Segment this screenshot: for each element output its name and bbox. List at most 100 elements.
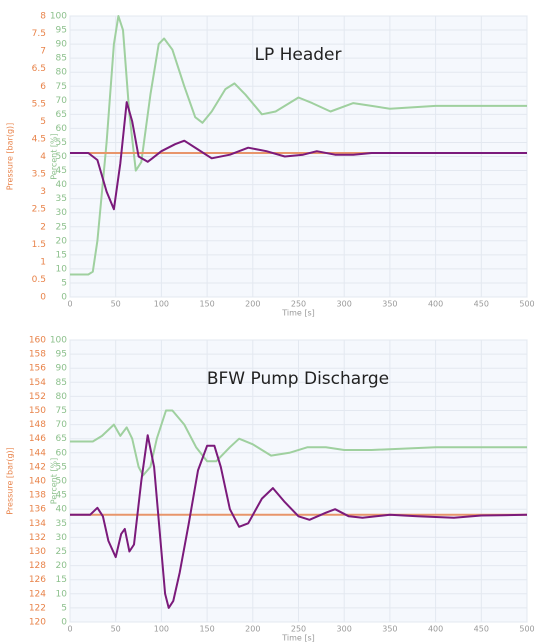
y2-tick-label: 35 — [56, 519, 67, 529]
y-tick-label: 7 — [40, 47, 46, 57]
y-tick-label: 132 — [29, 533, 46, 543]
y2-tick-label: 40 — [56, 180, 68, 190]
y2-tick-label: 70 — [56, 420, 68, 430]
y2-tick-label: 45 — [56, 166, 67, 176]
x-tick-label: 200 — [245, 300, 260, 309]
y-tick-label: 0.5 — [32, 275, 46, 285]
y2-axis-label: Percent [%] — [50, 133, 59, 180]
y-tick-label: 7.5 — [32, 29, 46, 39]
y-tick-label: 5.5 — [32, 99, 46, 109]
chart-title: BFW Pump Discharge — [207, 369, 389, 389]
x-axis-label: Time [s] — [281, 634, 315, 642]
x-tick-label: 400 — [428, 300, 443, 309]
y-tick-label: 138 — [29, 491, 46, 501]
y-axis-label: Pressure [bar(g)] — [6, 123, 15, 191]
y-tick-label: 134 — [29, 519, 46, 529]
x-tick-label: 200 — [245, 625, 260, 634]
x-tick-label: 400 — [428, 625, 443, 634]
y-tick-label: 4 — [40, 152, 46, 162]
y2-tick-label: 90 — [56, 40, 68, 50]
y2-tick-label: 60 — [56, 448, 68, 458]
y2-tick-label: 5 — [61, 278, 67, 288]
y2-tick-label: 75 — [56, 406, 67, 416]
y2-tick-label: 40 — [56, 505, 68, 515]
y-tick-label: 1.5 — [32, 240, 46, 250]
x-tick-label: 350 — [382, 625, 397, 634]
y2-tick-label: 45 — [56, 491, 67, 501]
y-tick-label: 152 — [29, 392, 46, 402]
y-tick-label: 2 — [40, 222, 46, 232]
y2-tick-label: 75 — [56, 82, 67, 92]
chart-title: LP Header — [254, 45, 341, 65]
x-tick-label: 250 — [291, 625, 306, 634]
series-line — [70, 15, 527, 276]
x-tick-label: 100 — [154, 300, 169, 309]
y-tick-label: 3 — [40, 187, 46, 197]
y-tick-label: 146 — [29, 434, 46, 444]
y2-tick-label: 95 — [56, 350, 67, 360]
y-tick-label: 148 — [29, 420, 46, 430]
y2-tick-label: 10 — [56, 589, 68, 599]
y2-tick-label: 15 — [56, 250, 67, 260]
x-tick-label: 300 — [337, 625, 352, 634]
x-tick-label: 250 — [291, 300, 306, 309]
y-tick-label: 126 — [29, 575, 46, 585]
x-tick-label: 50 — [111, 625, 121, 634]
y2-tick-label: 30 — [56, 208, 68, 218]
y-tick-label: 124 — [29, 589, 46, 599]
y2-tick-label: 5 — [61, 603, 67, 613]
y-axis-label: Pressure [bar(g)] — [6, 447, 15, 515]
y2-tick-label: 15 — [56, 575, 67, 585]
y2-tick-label: 85 — [56, 378, 67, 388]
y2-tick-label: 80 — [56, 392, 68, 402]
x-tick-label: 300 — [337, 300, 352, 309]
y2-tick-label: 100 — [50, 12, 67, 22]
y2-tick-label: 10 — [56, 264, 68, 274]
y2-tick-label: 85 — [56, 54, 67, 64]
series-line — [70, 434, 528, 609]
x-tick-label: 150 — [199, 625, 214, 634]
y-tick-label: 8 — [40, 12, 46, 22]
y2-tick-label: 0 — [61, 293, 67, 303]
y-tick-label: 158 — [29, 350, 46, 360]
y2-tick-label: 65 — [56, 434, 67, 444]
series-line — [70, 101, 527, 211]
series-line — [70, 409, 527, 477]
y2-tick-label: 35 — [56, 194, 67, 204]
y2-tick-label: 30 — [56, 533, 68, 543]
y-tick-label: 130 — [29, 547, 46, 557]
y2-tick-label: 55 — [56, 462, 67, 472]
x-tick-label: 350 — [382, 300, 397, 309]
x-tick-label: 500 — [519, 625, 534, 634]
y2-tick-label: 50 — [56, 152, 68, 162]
y2-tick-label: 20 — [56, 561, 68, 571]
x-tick-label: 450 — [474, 300, 489, 309]
y-tick-label: 120 — [29, 618, 46, 628]
x-tick-label: 100 — [154, 625, 169, 634]
y2-tick-label: 65 — [56, 110, 67, 120]
y-tick-label: 156 — [29, 364, 46, 374]
y-tick-label: 6 — [40, 82, 46, 92]
x-tick-label: 50 — [111, 300, 121, 309]
y-tick-label: 142 — [29, 462, 46, 472]
y2-tick-label: 20 — [56, 236, 68, 246]
y-tick-label: 0 — [40, 293, 46, 303]
x-tick-label: 150 — [199, 300, 214, 309]
x-tick-label: 450 — [474, 625, 489, 634]
y2-axis-label: Percent [%] — [50, 458, 59, 505]
y2-tick-label: 90 — [56, 364, 68, 374]
x-tick-label: 0 — [67, 625, 72, 634]
y2-tick-label: 60 — [56, 124, 68, 134]
y-tick-label: 2.5 — [32, 205, 46, 215]
y-tick-label: 1 — [40, 257, 46, 267]
y2-tick-label: 25 — [56, 222, 67, 232]
y-tick-label: 128 — [29, 561, 46, 571]
y-tick-label: 150 — [29, 406, 46, 416]
y2-tick-label: 95 — [56, 26, 67, 36]
y2-tick-label: 70 — [56, 96, 68, 106]
y2-tick-label: 100 — [50, 336, 67, 346]
y-tick-label: 136 — [29, 505, 46, 515]
y-tick-label: 122 — [29, 603, 46, 613]
y-tick-label: 140 — [29, 477, 46, 487]
